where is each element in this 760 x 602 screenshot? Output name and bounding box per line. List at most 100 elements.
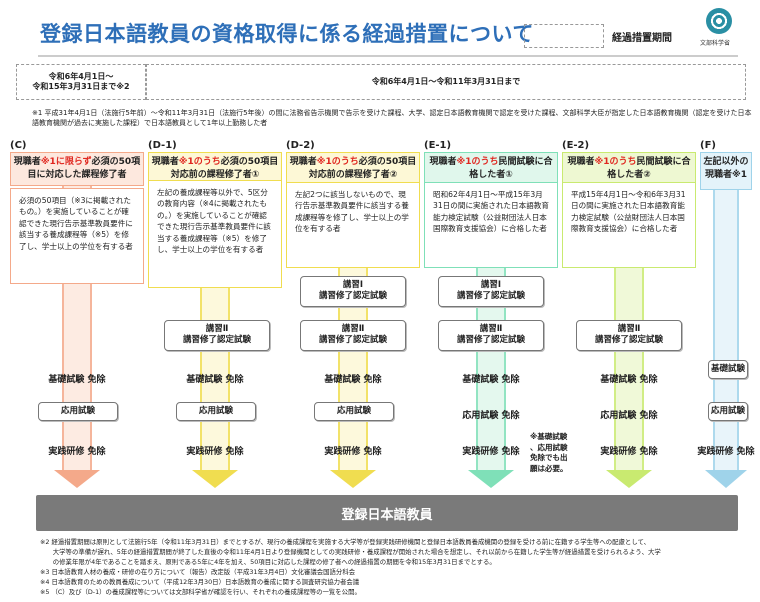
basic-exam-exempt: 基礎試験 免除 [462,375,520,385]
column-id: (C) [10,140,27,151]
e2-note: ※基礎試験 、応用試験 免除でも出 願は必要。 [530,432,586,474]
head-emphasis: ※1のうち [456,157,499,167]
course2-box-line: 講習Ⅱ [617,324,641,334]
e2-note-line: 、応用試験 [530,442,568,452]
applied-exam-box: 応用試験 [314,402,394,422]
course2-box-line: 講習Ⅱ [479,324,503,334]
footnote-line: ※4 日本語教育のための教員養成について（平成12年3月30日）日本語教育の養成… [40,577,360,586]
column-id: (D-1) [148,140,177,151]
course1-box-line: 講習Ⅰ [480,280,502,290]
note-1: ※1 平成31年4月1日（法施行5年前）～令和11年3月31日（法施行5年後）の… [32,109,752,128]
practice-exempt: 実践研修 免除 [186,447,244,457]
column-description: 必須の50項目（※3に掲載されたもの。）を実施していることが確認できた現行告示基… [10,188,144,284]
practice-exempt: 実践研修 免除 [462,447,520,457]
footnote-line: ※2 経過措置期間は原則として法施行5年（令和11年3月31日）までとするが、現… [40,538,650,546]
head-text: 現職者 [567,157,595,167]
flow-arrow-head-icon [54,470,100,488]
column-head: 現職者※1のうち民間試験に合格した者① [424,152,558,186]
basic-exam-exempt: 基礎試験 免除 [324,375,382,385]
e2-note-line: ※基礎試験 [530,432,568,441]
head-emphasis: ※1のうち [178,157,221,167]
flow-arrow-head-icon [705,470,747,488]
head-emphasis: ※1のうち [594,157,637,167]
course2-box-line: 講習修了認定試験 [594,335,663,346]
course2-box-line: 講習Ⅱ [341,324,365,334]
applied-exam-box: 応用試験 [708,402,748,422]
practice-exempt: 実践研修 免除 [324,447,382,457]
head-emphasis: ※1に限らず [40,157,92,167]
head-text: 現職者 [151,157,179,167]
basic-exam-box-line: 基礎試験 [711,364,746,374]
applied-exam-box-line: 応用試験 [336,406,371,416]
footnote-line: 大学等の準備が遅れ、5年の経過措置期間が終了した直後の令和11年4月1日より登録… [40,547,661,556]
e2-note-line: 願は必要。 [530,463,568,473]
head-text: 必須の50項目対応前の課程修了者② [308,157,417,180]
column-description: 左記2つに該当しないもので、現行告示基準教員要件に該当する養成課程等を修了し、学… [286,182,420,268]
applied-exam-exempt: 応用試験 免除 [600,411,658,421]
course1-box-line: 講習修了認定試験 [456,291,525,302]
basic-exam-exempt: 基礎試験 免除 [48,375,106,385]
column-description: 昭和62年4月1日～平成15年3月31日の間に実施された日本語教育能力検定試験（… [424,182,558,268]
head-text: 必須の50項目に対応した課程修了者 [27,157,141,180]
head-text: ※1 [732,169,748,180]
period-left-line2: 令和15年3月31日まで※2 [32,82,130,91]
column-description: 平成15年4月1日～令和6年3月31日の間に実施された日本語教育能力検定試験（公… [562,182,696,268]
legend-label: 経過措置期間 [612,33,672,44]
course2-box-line: 講習修了認定試験 [318,335,387,346]
course2-box: 講習Ⅱ 講習修了認定試験 [300,320,406,351]
head-text: 左記以外の現職者 [703,157,749,180]
legend-swatch [524,24,604,48]
course2-box-line: 講習修了認定試験 [456,335,525,346]
footnote-line: ※3 日本語教育人材の養成・研修の在り方について（報告）改定版（平成31年3月4… [40,567,356,576]
applied-exam-box: 応用試験 [38,402,118,422]
column-head: 現職者※1に限らず必須の50項目に対応した課程修了者 [10,152,144,186]
flow-arrow-head-icon [192,470,238,488]
course1-box-line: 講習Ⅰ [342,280,364,290]
basic-exam-exempt: 基礎試験 免除 [600,375,658,385]
head-text: 現職者 [289,157,317,167]
head-text: 必須の50項目対応前の課程修了者① [170,157,279,180]
ministry-logo-icon [706,8,732,34]
course2-box-line: 講習Ⅱ [205,324,229,334]
column-id: (F) [700,140,716,151]
footnote-line: ※5 （C）及び（D-1）の養成課程等については文部科学省が確認を行い、それぞれ… [40,587,361,596]
course1-box: 講習Ⅰ 講習修了認定試験 [438,276,544,307]
head-text: 民間試験に合格した者② [607,157,691,180]
column-id: (E-2) [562,140,590,151]
period-left-line1: 令和6年4月1日～ [48,71,114,81]
applied-exam-box: 応用試験 [176,402,256,422]
course2-box: 講習Ⅱ 講習修了認定試験 [164,320,270,351]
registered-teacher-bar: 登録日本語教員 [36,495,738,531]
practice-exempt: 実践研修 免除 [48,447,106,457]
column-id: (E-1) [424,140,452,151]
course2-box: 講習Ⅱ 講習修了認定試験 [576,320,682,351]
course1-box-line: 講習修了認定試験 [318,291,387,302]
applied-exam-box-line: 応用試験 [60,406,95,416]
head-text: 現職者 [13,157,41,167]
column-description: 左記の養成課程等以外で、5区分の教育内容（※4に掲載されたもの。）を実施している… [148,180,282,288]
ministry-logo-text: 文部科学省 [700,40,731,47]
flow-arrow-head-icon [330,470,376,488]
column-head: 現職者※1のうち必須の50項目対応前の課程修了者② [286,152,420,186]
basic-exam-exempt: 基礎試験 免除 [186,375,244,385]
column-head: 現職者※1のうち民間試験に合格した者② [562,152,696,186]
applied-exam-box-line: 応用試験 [198,406,233,416]
period-right: 令和6年4月1日～令和11年3月31日まで [146,64,746,100]
title-divider [38,55,738,57]
course2-box: 講習Ⅱ 講習修了認定試験 [438,320,544,351]
column-head: 左記以外の現職者※1 [700,152,752,190]
course2-box-line: 講習修了認定試験 [182,335,251,346]
practice-exempt: 実践研修 免除 [600,447,658,457]
flow-arrow-head-icon [468,470,514,488]
period-left: 令和6年4月1日～ 令和15年3月31日まで※2 [16,64,146,100]
footnote-line: の修業年限が4年であることを踏まえ、原則である5年に4年を加え、50項目に対応し… [40,557,496,566]
basic-exam-box: 基礎試験 [708,360,748,380]
footnotes: ※2 経過措置期間は原則として法施行5年（令和11年3月31日）までとするが、現… [40,538,750,598]
head-text: 現職者 [429,157,457,167]
practice-exempt: 実践研修 免除 [697,447,755,457]
page-title: 登録日本語教員の資格取得に係る経過措置について [40,22,534,46]
e2-note-line: 免除でも出 [530,453,568,462]
head-text: 民間試験に合格した者① [469,157,553,180]
flow-arrow-shaft [713,190,739,470]
applied-exam-box-line: 応用試験 [711,406,746,416]
